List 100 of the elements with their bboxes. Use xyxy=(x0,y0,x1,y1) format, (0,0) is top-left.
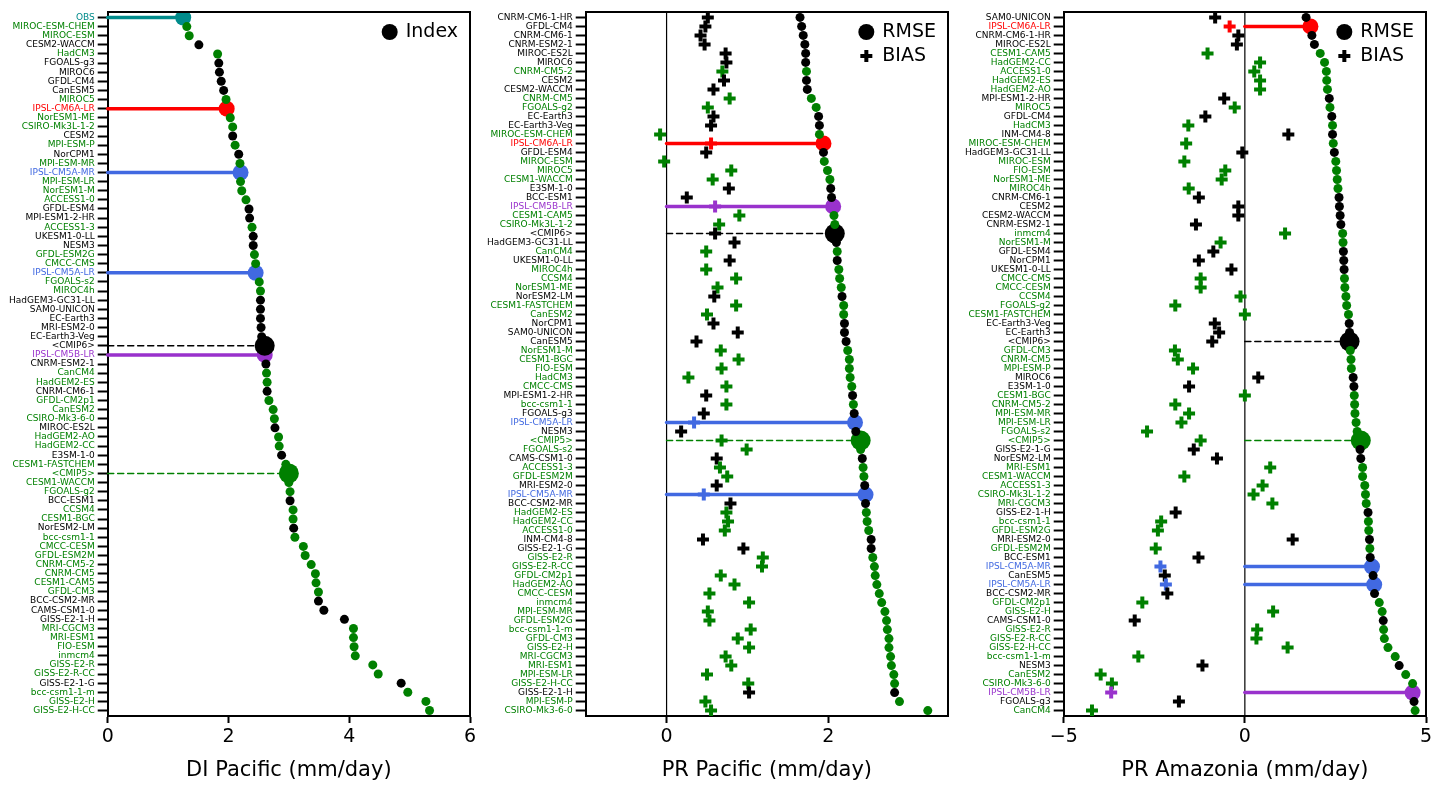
y-tick-label: INM-CM4-8 xyxy=(523,533,573,544)
y-tick-label: ACCESS1-0 xyxy=(522,524,573,535)
y-tick-label: GFDL-ESM2G xyxy=(35,248,95,259)
y-tick-label: EC-Earth3-Veg xyxy=(986,317,1051,328)
y-tick-label: GFDL-CM2p1 xyxy=(514,569,573,580)
y-tick-label: CCSM4 xyxy=(540,272,573,283)
y-tick-label: bcc-csm1-1-m xyxy=(30,686,95,697)
y-tick-label: FIO-ESM xyxy=(535,362,573,373)
y-tick-label: MIROC-ESM xyxy=(42,30,95,41)
y-tick-label: HadGEM2-CC xyxy=(990,56,1051,67)
y-tick-label: CMCC-CMS xyxy=(523,380,573,391)
y-tick-label: MIROC4h xyxy=(1009,182,1051,193)
y-tick-label: NESM3 xyxy=(541,425,573,436)
y-tick-label: FIO-ESM xyxy=(1013,164,1051,175)
y-tick-label: UKESM1-0-LL xyxy=(991,263,1051,274)
y-tick-label: GISS-E2-H-CC xyxy=(989,641,1051,652)
y-tick-label: CMCC-CESM xyxy=(995,281,1051,292)
y-tick-label: <CMIP6> xyxy=(51,340,95,351)
y-tick-label: HadGEM2-CC xyxy=(512,515,573,526)
y-tick-label: HadCM3 xyxy=(1012,119,1051,130)
y-tick-label: CMCC-CMS xyxy=(1001,272,1051,283)
y-tick-label: HadGEM3-GC31-LL xyxy=(486,236,573,247)
y-tick-label: CSIRO-Mk3-6-0 xyxy=(26,413,95,424)
y-tick-label: CCSM4 xyxy=(62,504,95,515)
y-tick-label: HadGEM2-CC xyxy=(34,440,95,451)
y-tick-label: FGOALS-s2 xyxy=(523,443,573,454)
y-tick-label: IPSL-CM5A-LR xyxy=(510,416,573,427)
y-tick-label: NorESM1-M xyxy=(520,344,573,355)
y-tick-label: MPI-ESM1-2-HR xyxy=(981,92,1051,103)
y-tick-label: BCC-ESM1 xyxy=(1003,551,1051,562)
y-tick-label: MIROC4h xyxy=(53,285,95,296)
y-tick-label: EC-Earth3 xyxy=(49,312,95,323)
y-tick-label: NESM3 xyxy=(1019,659,1051,670)
y-tick-label: CNRM-ESM2-1 xyxy=(986,218,1051,229)
y-tick-label: GFDL-CM2p1 xyxy=(36,394,95,405)
y-tick-label: inmcm4 xyxy=(58,650,95,661)
y-tick-label: GFDL-CM3 xyxy=(47,586,95,597)
y-tick-label: CanESM2 xyxy=(1008,668,1051,679)
y-tick-label: CNRM-CM6-1-HR xyxy=(975,29,1051,40)
y-tick-label: HadGEM2-ES xyxy=(513,506,573,517)
y-tick-label: CanESM2 xyxy=(52,403,95,414)
y-tick-label: CSIRO-Mk3-6-0 xyxy=(982,677,1051,688)
y-tick-label: GISS-E2-1-H xyxy=(40,613,95,624)
y-tick-label: GISS-E2-R xyxy=(49,659,95,670)
y-tick-label: CESM1-WACCM xyxy=(503,173,573,184)
x-tick-label: 2 xyxy=(222,724,235,747)
y-tick-label: GISS-E2-H xyxy=(1004,605,1051,616)
y-tick-label: MIROC-ES2L xyxy=(517,47,573,58)
y-tick-label: CAMS-CSM1-0 xyxy=(987,614,1051,625)
y-tick-label: CESM1-FASTCHEM xyxy=(12,458,95,469)
y-tick-label: ACCESS1-3 xyxy=(1000,479,1051,490)
y-tick-label: IPSL-CM5B-LR xyxy=(988,686,1051,697)
y-tick-label: NorESM2-LM xyxy=(515,290,573,301)
y-tick-label: CNRM-CM5 xyxy=(522,92,573,103)
y-tick-label: MIROC-ES2L xyxy=(995,38,1051,49)
y-tick-label: BCC-CSM2-MR xyxy=(508,497,573,508)
y-tick-label: GISS-E2-H-CC xyxy=(33,704,95,715)
y-tick-label: NorESM1-M xyxy=(998,236,1051,247)
y-tick-label: FGOALS-g3 xyxy=(44,57,95,68)
y-tick-label: HadGEM2-AO xyxy=(990,83,1051,94)
y-tick-label: bcc-csm1-1 xyxy=(520,398,573,409)
y-tick-label: SAM0-UNICON xyxy=(29,303,95,314)
y-tick-label: IPSL-CM5A-LR xyxy=(988,578,1051,589)
legend-label: RMSE xyxy=(882,18,937,41)
y-tick-label: HadGEM2-AO xyxy=(34,431,95,442)
y-tick-label: NorESM2-LM xyxy=(993,452,1051,463)
y-tick-label: MPI-ESM-LR xyxy=(519,668,573,679)
y-tick-label: CESM1-CAM5 xyxy=(990,47,1051,58)
y-tick-label: CNRM-ESM2-1 xyxy=(30,358,95,369)
y-tick-label: CanCM4 xyxy=(57,367,95,378)
y-tick-label: CNRM-CM5 xyxy=(1000,353,1051,364)
y-tick-label: UKESM1-0-LL xyxy=(35,230,95,241)
y-tick-label: NESM3 xyxy=(63,239,95,250)
y-tick-label: FGOALS-g2 xyxy=(44,486,95,497)
y-tick-label: CESM1-CAM5 xyxy=(34,577,95,588)
y-tick-label: CMCC-CMS xyxy=(45,258,95,269)
y-tick-label: <CMIP5> xyxy=(1007,434,1051,445)
y-tick-label: ACCESS1-3 xyxy=(522,461,573,472)
y-tick-label: NorCPM1 xyxy=(53,148,95,159)
y-tick-label: CESM2 xyxy=(541,74,573,85)
y-tick-label: MIROC5 xyxy=(58,93,95,104)
y-tick-label: CNRM-CM5-2 xyxy=(35,558,95,569)
y-tick-label: bcc-csm1-1 xyxy=(998,515,1051,526)
y-tick-label: MRI-ESM2-0 xyxy=(996,533,1051,544)
y-tick-label: bcc-csm1-1-m xyxy=(508,623,573,634)
y-tick-label: NorESM1-M xyxy=(42,185,95,196)
y-tick-label: E3SM-1-0 xyxy=(1007,380,1051,391)
y-tick-label: HadGEM3-GC31-LL xyxy=(8,294,95,305)
y-tick-label: GFDL-ESM4 xyxy=(998,245,1051,256)
y-tick-label: GISS-E2-1-H xyxy=(518,686,573,697)
y-tick-label: GISS-E2-R-CC xyxy=(990,632,1051,643)
y-tick-label: <CMIP5> xyxy=(529,434,573,445)
y-tick-label: NorESM1-ME xyxy=(515,281,574,292)
y-tick-label: CESM1-WACCM xyxy=(25,476,95,487)
y-tick-label: MRI-ESM1 xyxy=(49,631,95,642)
y-tick-label: MIROC5 xyxy=(1014,101,1051,112)
y-tick-label: CESM1-FASTCHEM xyxy=(490,299,573,310)
y-tick-label: EC-Earth3-Veg xyxy=(30,330,95,341)
y-tick-label: E3SM-1-0 xyxy=(51,449,95,460)
y-tick-label: SAM0-UNICON xyxy=(507,326,573,337)
